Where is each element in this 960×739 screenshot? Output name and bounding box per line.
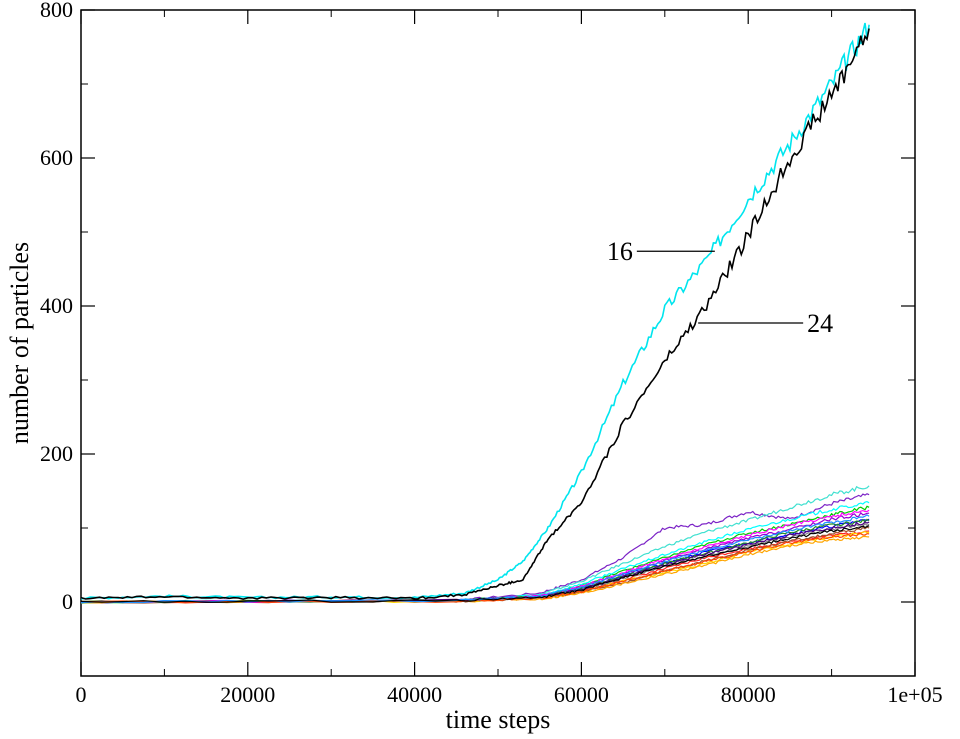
x-tick-label: 60000 [554, 682, 609, 707]
y-tick-label: 600 [40, 145, 73, 170]
y-tick-label: 200 [40, 441, 73, 466]
y-tick-label: 800 [40, 0, 73, 22]
x-tick-label: 40000 [387, 682, 442, 707]
y-axis-title: number of particles [5, 242, 34, 444]
annotation-label: 16 [607, 237, 633, 266]
y-tick-label: 400 [40, 293, 73, 318]
x-tick-label: 1e+05 [887, 682, 942, 707]
x-axis-title: time steps [446, 705, 551, 734]
series-line [80, 28, 870, 601]
series-line [80, 525, 870, 603]
plot-frame [80, 9, 916, 677]
y-tick-label: 0 [62, 589, 73, 614]
series-line [80, 514, 870, 604]
x-tick-label: 0 [76, 682, 87, 707]
annotation-label: 24 [807, 309, 833, 338]
series-line [81, 532, 870, 604]
axis-ticks: 0 20000 40000 60000 80000 1e+05 0 200 400 600 800 [40, 0, 943, 707]
x-tick-label: 80000 [721, 682, 776, 707]
x-tick-label: 20000 [220, 682, 275, 707]
series-layer [80, 22, 870, 604]
